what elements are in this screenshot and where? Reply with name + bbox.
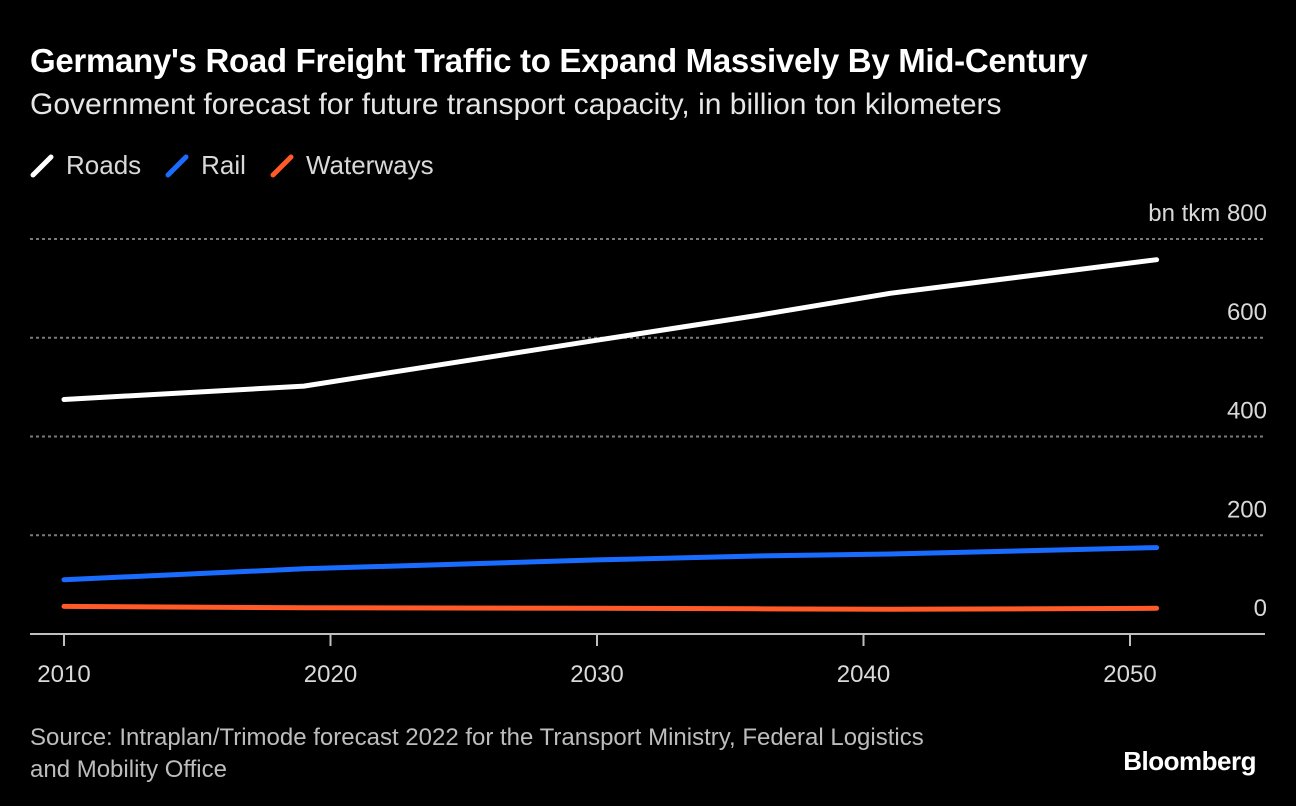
y-tick-label-0: 0 xyxy=(1254,595,1267,622)
x-tick-label-2030: 2030 xyxy=(570,661,623,688)
legend-label-rail: Rail xyxy=(201,150,246,180)
legend-label-waterways: Waterways xyxy=(305,150,434,180)
legend-swatch-roads-icon xyxy=(30,154,54,177)
legend-label-roads: Roads xyxy=(66,150,142,180)
series-line-rail xyxy=(61,545,1160,583)
x-tick-label-2040: 2040 xyxy=(837,661,890,688)
series-line-roads xyxy=(61,257,1160,402)
legend-swatch-waterways-icon xyxy=(270,154,294,177)
x-tick-label-2010: 2010 xyxy=(37,661,90,688)
bloomberg-logo: Bloomberg xyxy=(1123,746,1256,776)
y-tick-label-600: 600 xyxy=(1227,299,1267,326)
y-tick-label-200: 200 xyxy=(1227,496,1267,523)
chart-subtitle: Government forecast for future transport… xyxy=(30,88,1002,121)
x-tick-label-2020: 2020 xyxy=(304,661,357,688)
y-tick-label-800: bn tkm 800 xyxy=(1148,200,1267,227)
legend-item-roads: Roads xyxy=(30,150,141,181)
legend: Roads Rail Waterways xyxy=(30,150,458,181)
source-note: Source: Intraplan/Trimode forecast 2022 … xyxy=(30,724,924,783)
y-tick-label-400: 400 xyxy=(1227,398,1267,425)
legend-item-waterways: Waterways xyxy=(270,150,434,181)
series-line-waterways xyxy=(61,603,1160,612)
legend-swatch-rail-icon xyxy=(165,154,189,177)
legend-item-rail: Rail xyxy=(165,150,246,181)
chart-title: Germany's Road Freight Traffic to Expand… xyxy=(30,42,1088,79)
x-tick-label-2050: 2050 xyxy=(1103,661,1156,688)
